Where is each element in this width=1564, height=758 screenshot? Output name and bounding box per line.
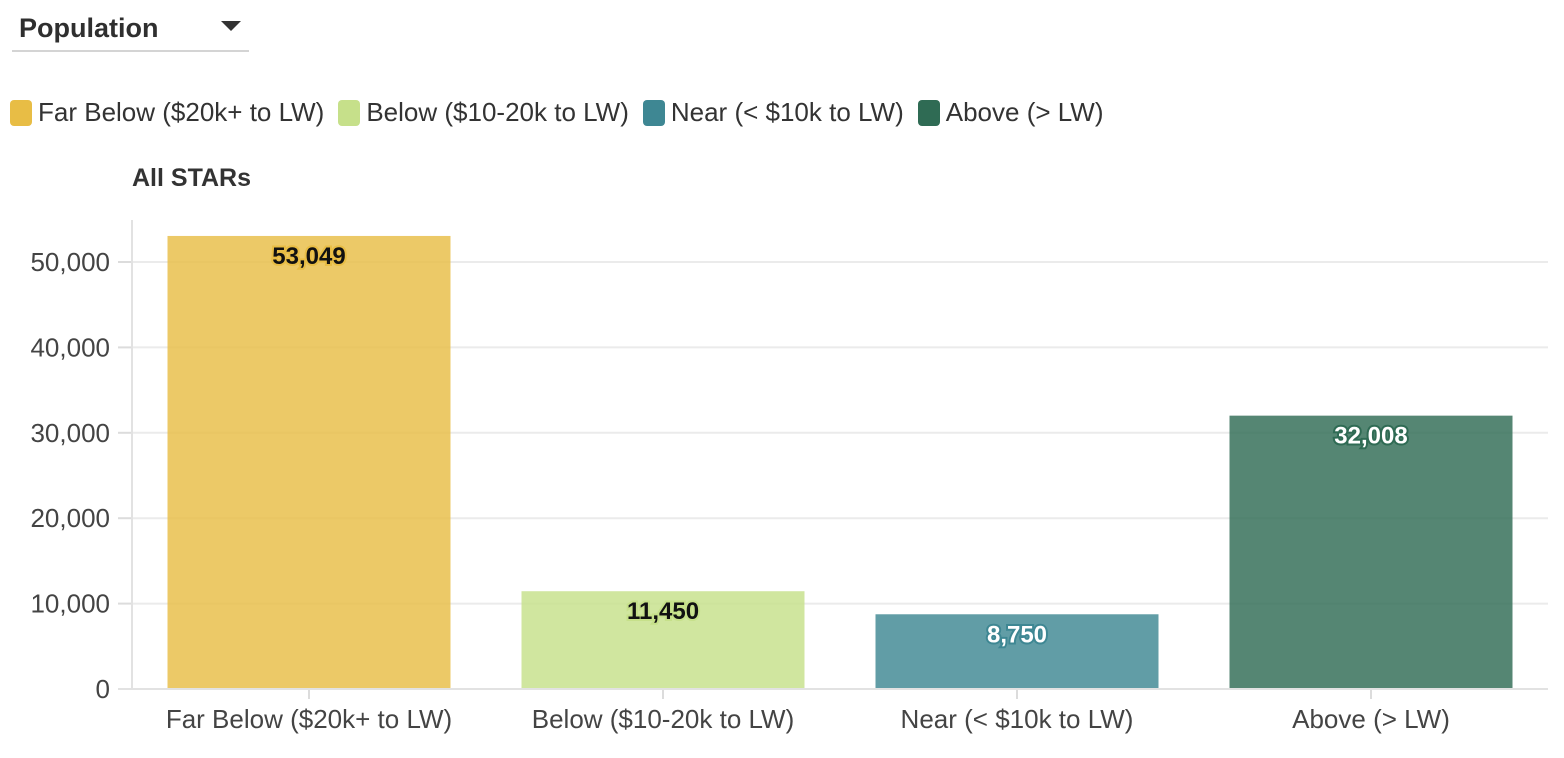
data-label: 32,008 — [1334, 423, 1407, 450]
x-tick-label: Above (> LW) — [1292, 704, 1450, 734]
x-tick-label: Far Below ($20k+ to LW) — [166, 704, 452, 734]
y-tick-label: 40,000 — [30, 332, 110, 362]
bar[interactable] — [1229, 415, 1513, 689]
dropdown-selected-value: Population — [19, 13, 159, 43]
legend-swatch-above — [917, 99, 940, 126]
y-tick-label: 50,000 — [30, 247, 110, 277]
legend-label-far-below: Far Below ($20k+ to LW) — [38, 97, 325, 127]
legend-swatch-below — [338, 99, 361, 126]
legend-label-near: Near (< $10k to LW) — [670, 97, 904, 127]
legend-item-below[interactable]: Below ($10-20k to LW) — [338, 97, 629, 128]
y-tick-label: 30,000 — [30, 418, 110, 448]
data-label: 8,750 — [987, 621, 1047, 648]
legend-swatch-near — [642, 99, 665, 126]
legend-label-below: Below ($10-20k to LW) — [366, 97, 629, 127]
legend-item-near[interactable]: Near (< $10k to LW) — [642, 97, 904, 128]
legend-item-above[interactable]: Above (> LW) — [917, 97, 1104, 128]
y-tick-label: 20,000 — [30, 503, 110, 533]
y-tick-label: 0 — [96, 674, 110, 704]
x-tick-label: Near (< $10k to LW) — [901, 704, 1134, 734]
data-label: 11,450 — [627, 598, 699, 625]
bar[interactable] — [875, 614, 1159, 689]
data-label: 53,049 — [272, 243, 345, 270]
bar[interactable] — [167, 235, 451, 689]
bar[interactable] — [521, 591, 805, 689]
legend-label-above: Above (> LW) — [945, 97, 1104, 127]
chart-title: All STARs — [132, 164, 251, 192]
caret-down-icon[interactable] — [221, 21, 241, 31]
legend-item-far-below[interactable]: Far Below ($20k+ to LW) — [10, 97, 324, 128]
metric-dropdown[interactable]: Population — [12, 6, 249, 52]
legend-swatch-far-below — [10, 99, 32, 126]
y-tick-label: 10,000 — [30, 589, 110, 619]
x-tick-label: Below ($10-20k to LW) — [532, 704, 795, 734]
chart-legend: Far Below ($20k+ to LW) Below ($10-20k t… — [10, 97, 1118, 128]
